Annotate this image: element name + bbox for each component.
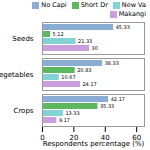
svg-text:20.83: 20.83 (77, 67, 91, 73)
svg-text:9.17: 9.17 (59, 117, 70, 123)
svg-text:30: 30 (92, 45, 98, 51)
html-text:Makangi: Makangi (118, 10, 146, 18)
svg-text:0: 0 (40, 134, 45, 143)
html-text:No Capi: No Capi (41, 1, 67, 9)
svg-text:10.67: 10.67 (61, 74, 75, 80)
html-text:New Va: New Va (121, 1, 146, 9)
svg-text:20: 20 (69, 134, 79, 143)
svg-text:42.17: 42.17 (111, 96, 125, 102)
svg-text:Respondents percentage (%): Respondents percentage (%) (43, 140, 145, 148)
svg-text:Vegetables: Vegetables (0, 71, 34, 79)
svg-text:24.17: 24.17 (82, 81, 96, 87)
svg-text:45.33: 45.33 (116, 24, 130, 30)
svg-text:40: 40 (100, 134, 110, 143)
html-text:Short Dr: Short Dr (80, 1, 108, 9)
svg-text:35.33: 35.33 (100, 103, 114, 109)
svg-text:Crops: Crops (14, 107, 34, 115)
svg-text:Seeds: Seeds (12, 35, 34, 43)
svg-text:60: 60 (132, 134, 142, 143)
svg-text:38.33: 38.33 (105, 60, 119, 66)
svg-text:21.33: 21.33 (78, 38, 92, 44)
svg-text:13.33: 13.33 (65, 110, 79, 116)
svg-text:5.12: 5.12 (53, 31, 64, 37)
